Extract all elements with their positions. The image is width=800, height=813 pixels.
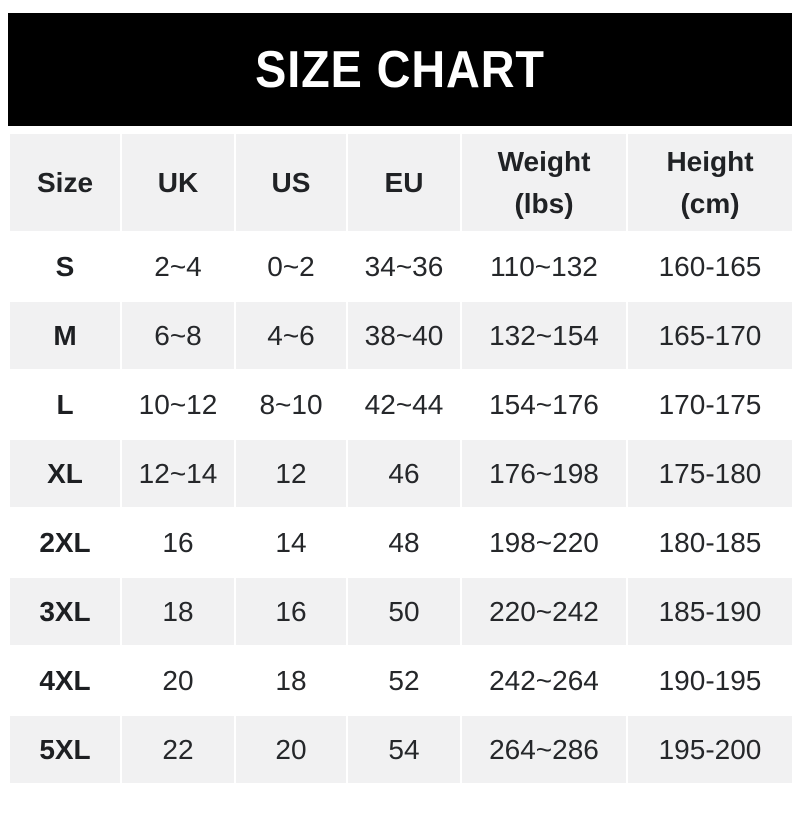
cell-uk: 6~8 bbox=[120, 300, 236, 371]
column-header-eu: EU bbox=[346, 132, 462, 233]
cell-size: L bbox=[8, 369, 122, 440]
table-row-xl: XL 12~14 12 46 176~198 175-180 bbox=[8, 438, 794, 509]
header-sublabel: (cm) bbox=[680, 187, 740, 219]
cell-us: 14 bbox=[234, 507, 348, 578]
table-row-m: M 6~8 4~6 38~40 132~154 165-170 bbox=[8, 300, 794, 371]
cell-height: 195-200 bbox=[626, 714, 794, 785]
column-header-size: Size bbox=[8, 132, 122, 233]
cell-us: 4~6 bbox=[234, 300, 348, 371]
cell-us: 16 bbox=[234, 576, 348, 647]
cell-uk: 20 bbox=[120, 645, 236, 716]
table-row-s: S 2~4 0~2 34~36 110~132 160-165 bbox=[8, 231, 794, 302]
cell-eu: 34~36 bbox=[346, 231, 462, 302]
cell-eu: 42~44 bbox=[346, 369, 462, 440]
cell-size: 3XL bbox=[8, 576, 122, 647]
size-chart-table: Size UK US EU Weight (lbs) bbox=[8, 132, 794, 785]
cell-uk: 22 bbox=[120, 714, 236, 785]
cell-eu: 50 bbox=[346, 576, 462, 647]
cell-us: 20 bbox=[234, 714, 348, 785]
column-header-us: US bbox=[234, 132, 348, 233]
table-row-2xl: 2XL 16 14 48 198~220 180-185 bbox=[8, 507, 794, 578]
cell-uk: 12~14 bbox=[120, 438, 236, 509]
column-header-uk: UK bbox=[120, 132, 236, 233]
cell-weight: 132~154 bbox=[460, 300, 628, 371]
cell-height: 175-180 bbox=[626, 438, 794, 509]
cell-us: 8~10 bbox=[234, 369, 348, 440]
table-row-l: L 10~12 8~10 42~44 154~176 170-175 bbox=[8, 369, 794, 440]
cell-size: S bbox=[8, 231, 122, 302]
table-row-5xl: 5XL 22 20 54 264~286 195-200 bbox=[8, 714, 794, 785]
cell-weight: 110~132 bbox=[460, 231, 628, 302]
size-chart-image: SIZE CHART Size UK US bbox=[0, 13, 800, 813]
cell-size: XL bbox=[8, 438, 122, 509]
cell-size: 4XL bbox=[8, 645, 122, 716]
cell-size: 2XL bbox=[8, 507, 122, 578]
cell-weight: 242~264 bbox=[460, 645, 628, 716]
cell-uk: 10~12 bbox=[120, 369, 236, 440]
cell-weight: 176~198 bbox=[460, 438, 628, 509]
header-label: Size bbox=[36, 166, 94, 198]
cell-size: M bbox=[8, 300, 122, 371]
header-sublabel: (lbs) bbox=[514, 187, 574, 219]
cell-uk: 2~4 bbox=[120, 231, 236, 302]
cell-eu: 52 bbox=[346, 645, 462, 716]
cell-uk: 18 bbox=[120, 576, 236, 647]
table-row-3xl: 3XL 18 16 50 220~242 185-190 bbox=[8, 576, 794, 647]
cell-height: 185-190 bbox=[626, 576, 794, 647]
header-label: UK bbox=[157, 166, 199, 198]
cell-height: 180-185 bbox=[626, 507, 794, 578]
cell-weight: 220~242 bbox=[460, 576, 628, 647]
column-header-weight: Weight (lbs) bbox=[460, 132, 628, 233]
cell-weight: 154~176 bbox=[460, 369, 628, 440]
header-label: Height bbox=[666, 145, 754, 177]
cell-eu: 48 bbox=[346, 507, 462, 578]
cell-us: 12 bbox=[234, 438, 348, 509]
cell-height: 165-170 bbox=[626, 300, 794, 371]
cell-eu: 38~40 bbox=[346, 300, 462, 371]
cell-us: 0~2 bbox=[234, 231, 348, 302]
cell-height: 160-165 bbox=[626, 231, 794, 302]
cell-weight: 264~286 bbox=[460, 714, 628, 785]
table-row-4xl: 4XL 20 18 52 242~264 190-195 bbox=[8, 645, 794, 716]
cell-size: 5XL bbox=[8, 714, 122, 785]
cell-height: 190-195 bbox=[626, 645, 794, 716]
cell-eu: 46 bbox=[346, 438, 462, 509]
cell-uk: 16 bbox=[120, 507, 236, 578]
cell-us: 18 bbox=[234, 645, 348, 716]
column-header-height: Height (cm) bbox=[626, 132, 794, 233]
header-label: Weight bbox=[497, 145, 591, 177]
cell-height: 170-175 bbox=[626, 369, 794, 440]
page-title: SIZE CHART bbox=[255, 40, 545, 99]
banner: SIZE CHART bbox=[8, 13, 792, 126]
header-row: Size UK US EU Weight (lbs) bbox=[8, 132, 794, 233]
cell-eu: 54 bbox=[346, 714, 462, 785]
cell-weight: 198~220 bbox=[460, 507, 628, 578]
header-label: EU bbox=[384, 166, 424, 198]
header-label: US bbox=[271, 166, 311, 198]
